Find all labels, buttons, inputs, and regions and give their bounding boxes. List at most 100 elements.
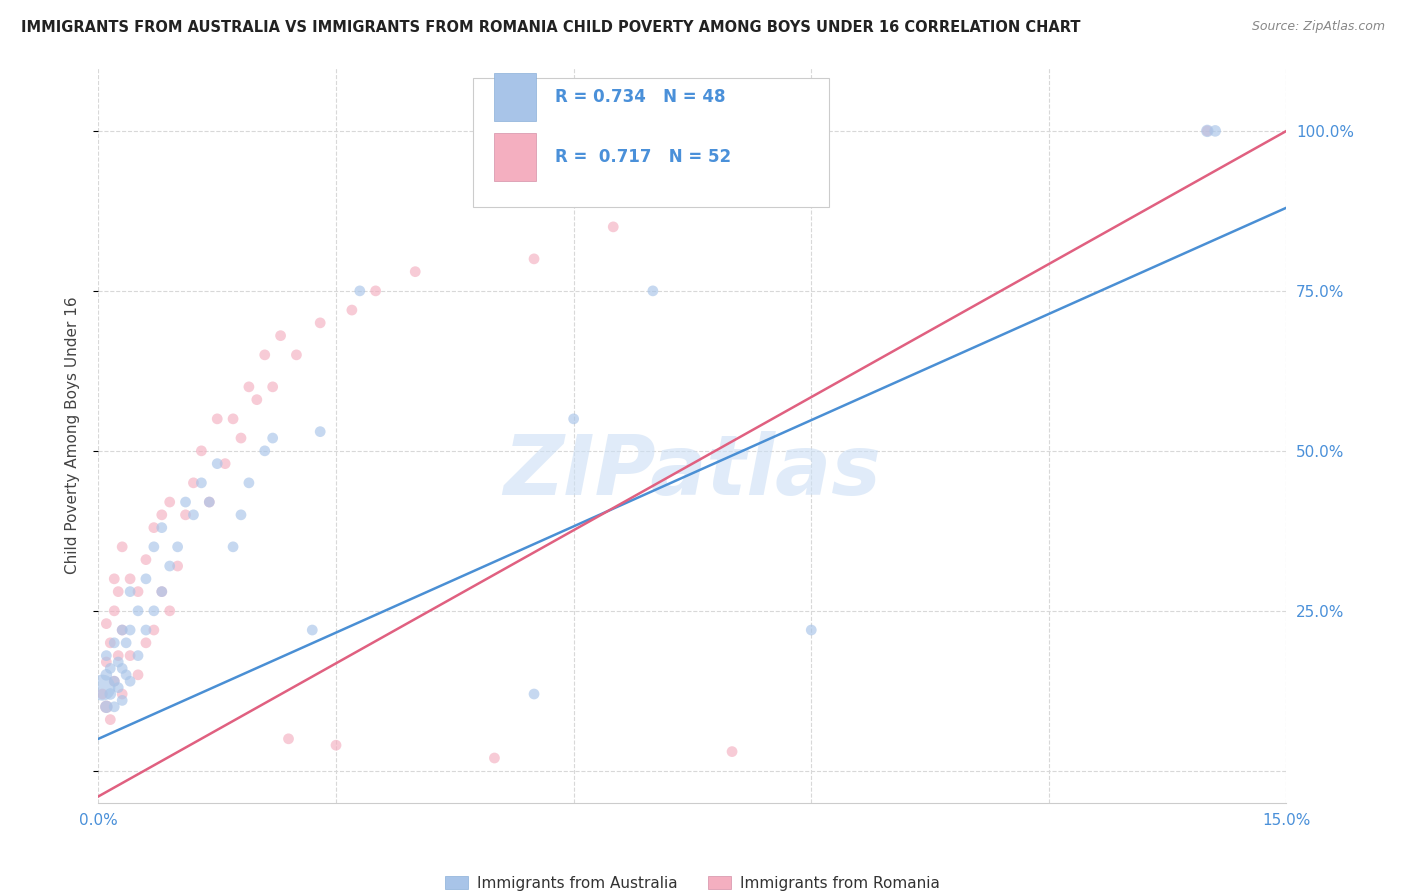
Point: [198, 495, 221, 509]
Text: ZIPatlas: ZIPatlas: [503, 431, 882, 512]
Point: [150, 521, 173, 535]
Point: [115, 636, 138, 650]
Point: [91, 681, 114, 695]
Point: [111, 623, 134, 637]
Point: [103, 699, 125, 714]
Point: [111, 623, 134, 637]
Point: [562, 412, 585, 426]
Point: [277, 731, 299, 746]
Point: [135, 552, 157, 566]
Point: [91, 687, 114, 701]
Point: [142, 604, 165, 618]
Point: [159, 559, 181, 574]
Text: Source: ZipAtlas.com: Source: ZipAtlas.com: [1251, 20, 1385, 33]
Point: [96, 655, 118, 669]
FancyBboxPatch shape: [494, 133, 536, 181]
Point: [107, 681, 129, 695]
Point: [120, 674, 142, 689]
Point: [98, 713, 121, 727]
Point: [205, 457, 228, 471]
Point: [229, 431, 252, 445]
Point: [98, 636, 121, 650]
Point: [111, 693, 134, 707]
Point: [270, 328, 292, 343]
Point: [142, 521, 165, 535]
Point: [253, 348, 276, 362]
Point: [484, 751, 506, 765]
Point: [135, 572, 157, 586]
Point: [96, 616, 118, 631]
Point: [246, 392, 269, 407]
Point: [602, 219, 624, 234]
Point: [96, 668, 118, 682]
Point: [325, 738, 347, 752]
Text: R = 0.734   N = 48: R = 0.734 N = 48: [554, 87, 725, 106]
Point: [349, 284, 371, 298]
Y-axis label: Child Poverty Among Boys Under 16: Child Poverty Among Boys Under 16: [65, 296, 80, 574]
Point: [309, 425, 332, 439]
Point: [800, 623, 823, 637]
Point: [103, 674, 125, 689]
Point: [111, 540, 134, 554]
FancyBboxPatch shape: [494, 73, 536, 120]
Point: [1197, 124, 1219, 138]
Point: [103, 636, 125, 650]
Point: [174, 508, 197, 522]
Legend: Immigrants from Australia, Immigrants from Romania: Immigrants from Australia, Immigrants fr…: [444, 876, 941, 891]
Point: [198, 495, 221, 509]
Point: [159, 495, 181, 509]
Point: [103, 572, 125, 586]
Point: [214, 457, 236, 471]
Text: R =  0.717   N = 52: R = 0.717 N = 52: [554, 148, 731, 166]
Point: [135, 636, 157, 650]
Point: [523, 687, 546, 701]
Point: [166, 559, 188, 574]
Point: [103, 674, 125, 689]
Point: [127, 648, 149, 663]
Point: [190, 443, 212, 458]
Point: [174, 495, 197, 509]
Point: [107, 648, 129, 663]
Point: [111, 661, 134, 675]
Point: [205, 412, 228, 426]
Point: [127, 668, 149, 682]
Point: [96, 699, 118, 714]
Point: [238, 380, 260, 394]
Point: [107, 584, 129, 599]
Point: [404, 265, 426, 279]
FancyBboxPatch shape: [472, 78, 830, 207]
Point: [111, 687, 134, 701]
Point: [120, 584, 142, 599]
Point: [142, 540, 165, 554]
Point: [142, 623, 165, 637]
Point: [150, 584, 173, 599]
Point: [222, 412, 245, 426]
Point: [127, 604, 149, 618]
Point: [159, 604, 181, 618]
Point: [107, 655, 129, 669]
Point: [229, 508, 252, 522]
Point: [285, 348, 308, 362]
Point: [183, 475, 205, 490]
Point: [120, 623, 142, 637]
Point: [253, 443, 276, 458]
Point: [309, 316, 332, 330]
Point: [340, 303, 363, 318]
Point: [222, 540, 245, 554]
Point: [190, 475, 212, 490]
Point: [1197, 124, 1219, 138]
Point: [96, 648, 118, 663]
Point: [183, 508, 205, 522]
Point: [301, 623, 323, 637]
Point: [127, 584, 149, 599]
Point: [103, 604, 125, 618]
Point: [98, 687, 121, 701]
Point: [98, 661, 121, 675]
Point: [166, 540, 188, 554]
Text: IMMIGRANTS FROM AUSTRALIA VS IMMIGRANTS FROM ROMANIA CHILD POVERTY AMONG BOYS UN: IMMIGRANTS FROM AUSTRALIA VS IMMIGRANTS …: [21, 20, 1081, 35]
Point: [523, 252, 546, 266]
Point: [364, 284, 387, 298]
Point: [135, 623, 157, 637]
Point: [262, 380, 284, 394]
Point: [150, 508, 173, 522]
